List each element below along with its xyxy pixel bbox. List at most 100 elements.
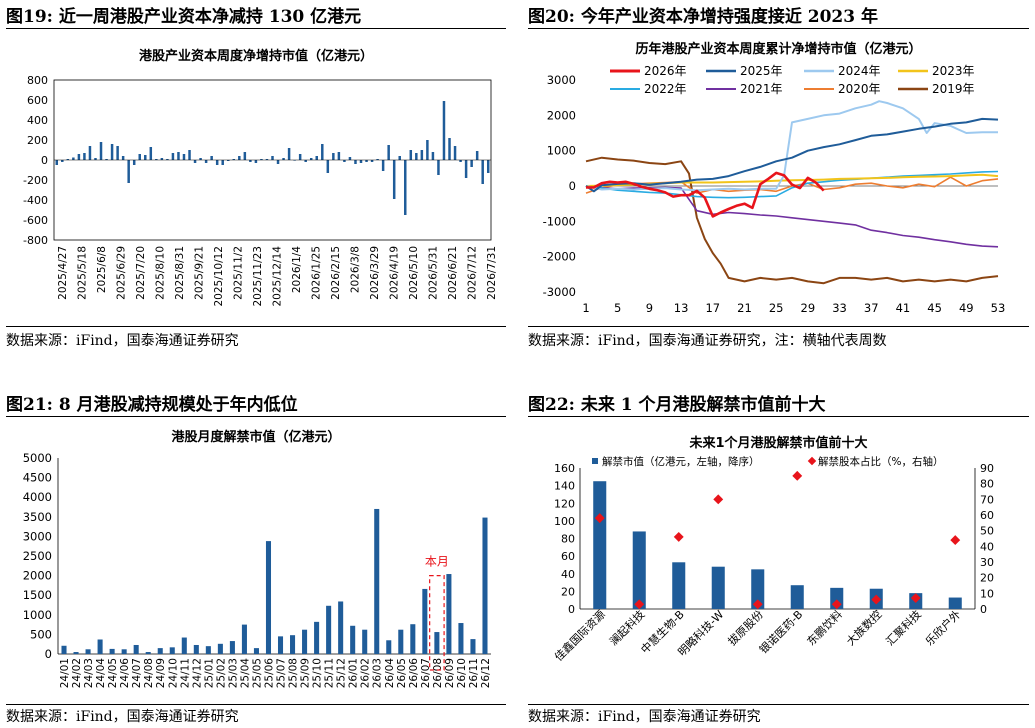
bar [350, 625, 356, 654]
bar [459, 160, 462, 162]
x-tick-label: 2025/7/20 [135, 246, 147, 300]
bar [309, 158, 313, 160]
bar [138, 154, 141, 160]
bar [221, 160, 224, 165]
bar [481, 160, 484, 184]
bar [790, 585, 804, 609]
bar [381, 160, 385, 171]
x-tick-label: 2025/4/27 [57, 246, 69, 300]
y-tick-label: 2000 [23, 569, 52, 583]
x-tick-label: 26/07 [420, 658, 432, 688]
bar [157, 648, 163, 654]
legend-label: 2024年 [838, 64, 881, 78]
x-tick-label: 24/02 [71, 658, 83, 688]
x-tick-label: 2026/7/31 [486, 246, 498, 300]
bar [287, 148, 291, 160]
y-left-tick-label: 0 [568, 603, 575, 616]
y-tick-label: 2000 [547, 108, 576, 122]
bar [94, 158, 97, 160]
bar [486, 160, 490, 173]
bar [205, 646, 211, 654]
y-tick-label: 3000 [23, 529, 52, 543]
x-tick-label: 25/05 [251, 658, 263, 688]
x-tick-label: 29 [801, 301, 816, 315]
title-rule [6, 416, 506, 417]
y-left-tick-label: 120 [554, 497, 575, 510]
bar [61, 645, 67, 654]
y-tick-label: 3500 [23, 510, 52, 524]
highlight-box [429, 574, 445, 671]
bar [109, 648, 115, 654]
x-tick-label: 2025/6/8 [96, 246, 108, 293]
bar [169, 647, 175, 654]
ratio-marker [871, 594, 882, 605]
bar [437, 160, 440, 175]
bar [442, 101, 446, 160]
x-tick-label: 5 [614, 301, 621, 315]
chart-cumulative-net-holding: -3000 -2000 -1000 0 1000 2000 3000 1 5 9 13 17 21 25 2… [543, 64, 1006, 315]
y-left-tick-label: 60 [561, 550, 575, 563]
bar [453, 146, 457, 160]
bar [338, 601, 344, 654]
panel-fig19: 图19: 近一周港股产业资本净减持 130 亿港元 港股产业资本周度净增持市值（… [6, 0, 506, 360]
x-tick-label: 2026/4/19 [389, 246, 401, 300]
bar [83, 153, 86, 160]
bar [155, 159, 158, 160]
bar [302, 629, 308, 654]
bar [370, 160, 374, 162]
bar [145, 652, 151, 654]
y-tick-label: -1000 [543, 214, 576, 228]
bar [210, 156, 213, 160]
bar [166, 159, 169, 160]
x-tick-label: 17 [705, 301, 720, 315]
legend-label: 2026年 [644, 64, 687, 78]
legend-label: 2021年 [740, 82, 783, 96]
bar [362, 629, 368, 654]
x-tick-label: 25/09 [300, 658, 312, 688]
x-tick-label: 2026/3/8 [350, 246, 362, 293]
bar [97, 639, 103, 654]
bar [253, 648, 259, 654]
x-tick-label: 41 [896, 301, 911, 315]
y-tick-label: 1000 [23, 608, 52, 622]
bar [193, 644, 199, 654]
bar [298, 154, 302, 160]
source-rule [528, 326, 1029, 327]
bar [132, 160, 136, 165]
x-tick-label: 2026/2/15 [330, 246, 342, 300]
bar [314, 621, 320, 654]
x-tick-label: 26/10 [456, 658, 468, 688]
bar [464, 160, 468, 178]
bar [249, 160, 252, 162]
bar [751, 569, 765, 609]
ratio-marker [792, 470, 803, 481]
x-tick-label: 大族数控 [843, 607, 884, 648]
bar [188, 150, 191, 160]
x-tick-label: 佳鑫国际资源 [551, 607, 608, 664]
x-tick-label: 24/12 [191, 658, 203, 688]
y-tick-label: -600 [23, 214, 48, 227]
bar [265, 541, 272, 654]
bar [293, 160, 296, 161]
source-note: 数据来源：iFind，国泰海通证券研究 [6, 333, 239, 349]
chart-title: 港股月度解禁市值（亿港元） [171, 430, 341, 445]
bar [110, 144, 114, 160]
x-tick-label: 银诺医药-B [756, 607, 805, 656]
bar [376, 159, 379, 160]
x-tick-label: 2025/11/2 [233, 246, 245, 300]
legend-label: 2020年 [838, 82, 881, 96]
bar [354, 160, 357, 164]
bar [66, 159, 70, 160]
y-left-tick-label: 160 [554, 462, 575, 475]
figure-title: 图21: 8 月港股减持规模处于年内低位 [6, 395, 298, 415]
y-left-tick-label: 20 [561, 585, 575, 598]
y-tick-label: 1000 [547, 144, 576, 158]
y-tick-label: 600 [27, 94, 48, 107]
source-rule [528, 704, 1029, 705]
bar [277, 636, 284, 654]
ratio-marker [594, 513, 605, 524]
y-tick-label: 0 [569, 179, 576, 193]
x-tick-label: 25/02 [215, 658, 227, 688]
x-tick-label: 2025/9/21 [194, 246, 206, 300]
bar [55, 160, 59, 165]
